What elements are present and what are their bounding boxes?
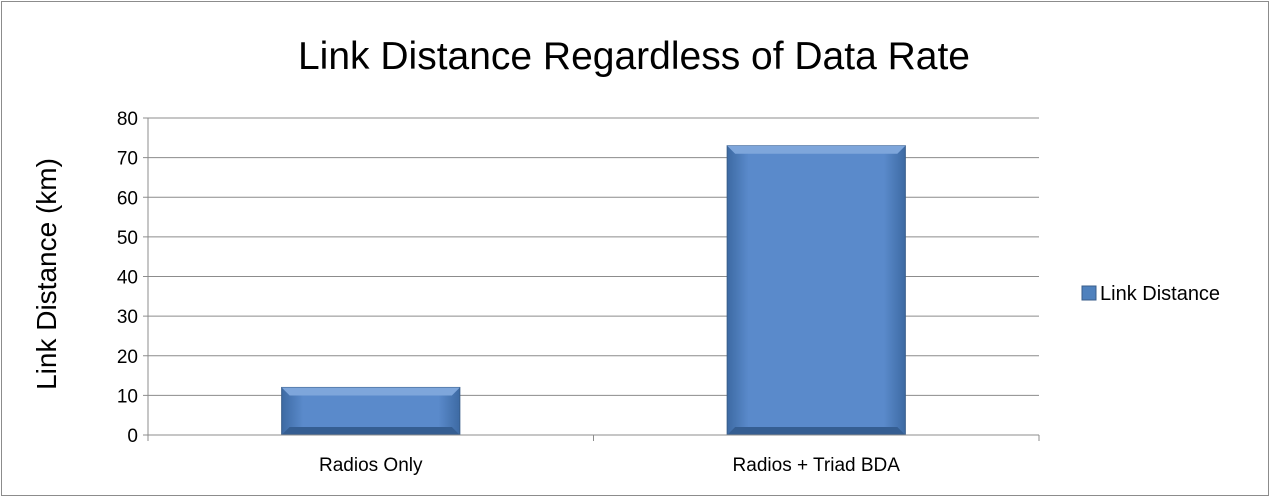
bar-bevel-top bbox=[281, 387, 460, 396]
bars bbox=[281, 145, 906, 436]
y-tick-label: 40 bbox=[117, 268, 138, 289]
legend-swatch bbox=[1081, 285, 1097, 301]
legend: Link Distance bbox=[1081, 283, 1220, 305]
x-tick-label: Radios Only bbox=[319, 455, 423, 476]
y-tick-label: 70 bbox=[117, 149, 138, 170]
legend-label: Link Distance bbox=[1100, 283, 1220, 305]
chart-title: Link Distance Regardless of Data Rate bbox=[298, 35, 970, 78]
y-tick-label: 30 bbox=[117, 307, 138, 328]
bar-body bbox=[726, 145, 906, 436]
x-tick-labels: Radios Only Radios + Triad BDA bbox=[319, 455, 900, 476]
axes bbox=[147, 118, 1040, 441]
y-tick-label: 0 bbox=[127, 426, 138, 447]
y-tick-label: 80 bbox=[117, 109, 138, 130]
y-tick-label: 50 bbox=[117, 228, 138, 249]
bar-bevel-top bbox=[727, 145, 906, 154]
y-tick-label: 10 bbox=[117, 386, 138, 407]
y-axis-title: Link Distance (km) bbox=[31, 158, 62, 390]
y-tick-label: 20 bbox=[117, 347, 138, 368]
x-tick-label: Radios + Triad BDA bbox=[733, 455, 901, 476]
y-tick-label: 60 bbox=[117, 188, 138, 209]
bar bbox=[281, 386, 461, 436]
y-tick-labels: 0 10 20 30 40 50 60 70 80 bbox=[117, 109, 138, 447]
bar bbox=[726, 145, 906, 436]
bar-bevel-bottom bbox=[727, 427, 906, 435]
bar-bevel-bottom bbox=[281, 427, 460, 435]
